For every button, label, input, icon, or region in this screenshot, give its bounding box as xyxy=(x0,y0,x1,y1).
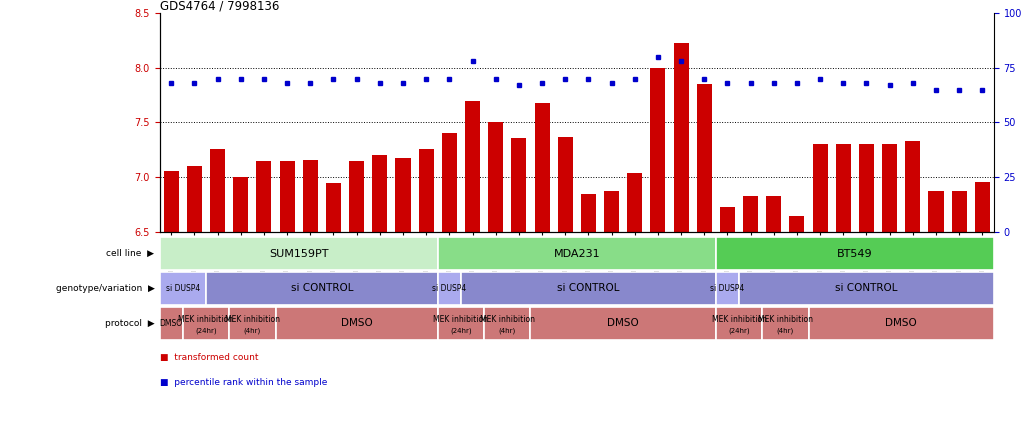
Text: ■  percentile rank within the sample: ■ percentile rank within the sample xyxy=(160,378,327,387)
Bar xyxy=(674,44,689,232)
Bar xyxy=(789,216,804,232)
Bar xyxy=(229,307,275,340)
Bar xyxy=(859,144,874,232)
Text: DMSO: DMSO xyxy=(608,318,639,328)
Text: DMSO: DMSO xyxy=(886,318,917,328)
Bar xyxy=(233,177,248,232)
Bar xyxy=(650,68,665,232)
Bar xyxy=(530,307,716,340)
Bar xyxy=(418,149,434,232)
Bar xyxy=(604,190,619,232)
Bar xyxy=(484,307,530,340)
Text: DMSO: DMSO xyxy=(160,319,182,328)
Text: MEK inhibition: MEK inhibition xyxy=(712,315,766,324)
Bar xyxy=(720,207,735,232)
Text: MEK inhibition: MEK inhibition xyxy=(758,315,813,324)
Text: si CONTROL: si CONTROL xyxy=(835,283,898,294)
Bar xyxy=(696,84,712,232)
Text: (4hr): (4hr) xyxy=(244,327,261,334)
Text: genotype/variation  ▶: genotype/variation ▶ xyxy=(56,284,154,293)
Bar xyxy=(160,237,438,270)
Bar xyxy=(882,144,897,232)
Text: MDA231: MDA231 xyxy=(553,249,600,259)
Text: GDS4764 / 7998136: GDS4764 / 7998136 xyxy=(160,0,279,13)
Bar xyxy=(716,272,739,305)
Bar xyxy=(210,149,226,232)
Bar xyxy=(762,307,809,340)
Text: MEK inhibition: MEK inhibition xyxy=(434,315,488,324)
Bar xyxy=(160,307,183,340)
Text: BT549: BT549 xyxy=(837,249,872,259)
Text: si DUSP4: si DUSP4 xyxy=(166,284,200,293)
Text: MEK inhibition: MEK inhibition xyxy=(480,315,535,324)
Bar xyxy=(581,194,596,232)
Bar xyxy=(813,144,828,232)
Bar xyxy=(186,166,202,232)
Bar xyxy=(438,237,716,270)
Text: (24hr): (24hr) xyxy=(196,327,216,334)
Bar xyxy=(809,307,994,340)
Bar xyxy=(164,171,179,232)
Bar xyxy=(438,272,461,305)
Bar xyxy=(766,196,782,232)
Bar xyxy=(739,272,994,305)
Text: ■  transformed count: ■ transformed count xyxy=(160,353,259,362)
Bar xyxy=(275,307,438,340)
Bar xyxy=(557,137,573,232)
Text: protocol  ▶: protocol ▶ xyxy=(105,319,154,328)
Bar xyxy=(905,141,921,232)
Bar xyxy=(183,307,229,340)
Text: si CONTROL: si CONTROL xyxy=(557,283,620,294)
Text: (24hr): (24hr) xyxy=(728,327,750,334)
Bar xyxy=(279,161,295,232)
Bar xyxy=(325,183,341,232)
Bar xyxy=(952,190,967,232)
Text: si DUSP4: si DUSP4 xyxy=(433,284,467,293)
Bar xyxy=(627,173,643,232)
Bar xyxy=(160,272,206,305)
Text: MEK inhibition: MEK inhibition xyxy=(225,315,280,324)
Text: (4hr): (4hr) xyxy=(499,327,516,334)
Bar xyxy=(535,103,550,232)
Text: (24hr): (24hr) xyxy=(450,327,472,334)
Bar xyxy=(460,272,716,305)
Text: DMSO: DMSO xyxy=(341,318,373,328)
Bar xyxy=(465,101,480,232)
Bar xyxy=(438,307,484,340)
Bar xyxy=(349,161,365,232)
Bar xyxy=(206,272,438,305)
Text: si DUSP4: si DUSP4 xyxy=(711,284,745,293)
Bar xyxy=(442,133,457,232)
Bar xyxy=(716,307,762,340)
Bar xyxy=(303,160,318,232)
Text: MEK inhibition: MEK inhibition xyxy=(178,315,234,324)
Text: cell line  ▶: cell line ▶ xyxy=(106,249,154,258)
Bar xyxy=(488,123,504,232)
Bar xyxy=(974,182,990,232)
Bar xyxy=(716,237,994,270)
Bar xyxy=(835,144,851,232)
Bar xyxy=(372,155,387,232)
Text: (4hr): (4hr) xyxy=(777,327,794,334)
Text: si CONTROL: si CONTROL xyxy=(290,283,353,294)
Bar xyxy=(743,196,758,232)
Text: SUM159PT: SUM159PT xyxy=(269,249,329,259)
Bar xyxy=(396,158,411,232)
Bar xyxy=(928,190,943,232)
Bar xyxy=(511,138,526,232)
Bar xyxy=(256,161,272,232)
